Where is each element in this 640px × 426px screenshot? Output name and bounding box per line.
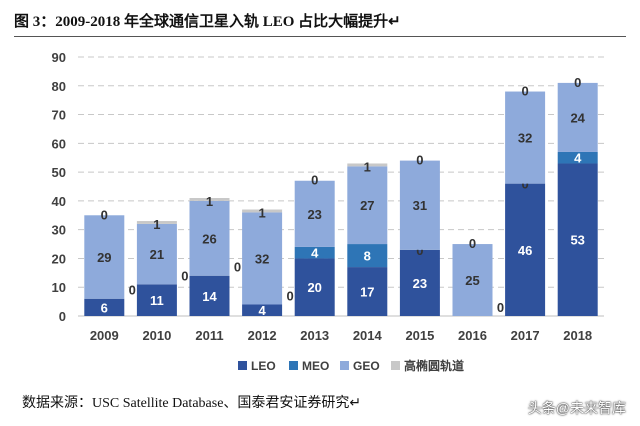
data-label: 0 — [416, 243, 423, 258]
data-label: 0 — [181, 268, 188, 283]
y-tick-label: 60 — [52, 136, 66, 151]
legend-swatch-GEO — [340, 361, 349, 370]
bar-MEO-2018 — [557, 151, 598, 164]
figure-title: 图 3：2009-2018 年全球通信卫星入轨 LEO 占比大幅提升↵ — [14, 14, 401, 30]
y-tick-label: 90 — [52, 50, 66, 65]
x-tick-label: 2013 — [300, 328, 329, 343]
data-label: 4 — [574, 151, 582, 166]
bar-高椭圆轨道-2014 — [347, 163, 388, 167]
y-tick-label: 40 — [52, 194, 66, 209]
data-label: 1 — [153, 217, 160, 232]
x-tick-label: 2009 — [90, 328, 119, 343]
bar-MEO-2014 — [347, 244, 388, 268]
bar-LEO-2011 — [189, 275, 230, 316]
data-label: 1 — [258, 206, 265, 221]
bar-MEO-2013 — [294, 246, 335, 259]
bar-LEO-2010 — [136, 284, 177, 316]
data-label: 0 — [574, 75, 581, 90]
data-label: 1 — [206, 194, 213, 209]
legend-label: GEO — [353, 359, 380, 373]
bar-GEO-2018 — [557, 82, 598, 152]
data-label: 0 — [234, 260, 241, 275]
data-label: 8 — [364, 249, 371, 264]
data-label: 31 — [413, 198, 427, 213]
data-label: 46 — [518, 243, 532, 258]
y-tick-label: 80 — [52, 79, 66, 94]
data-label: 23 — [413, 276, 427, 291]
data-label: 24 — [570, 110, 585, 125]
data-label: 0 — [521, 84, 528, 99]
legend-swatch-高椭圆轨道 — [391, 361, 400, 370]
data-label: 14 — [202, 289, 217, 304]
data-label: 11 — [150, 293, 164, 308]
y-tick-label: 70 — [52, 108, 66, 123]
data-label: 20 — [307, 280, 321, 295]
x-tick-label: 2015 — [405, 328, 434, 343]
bar-GEO-2010 — [136, 223, 177, 285]
legend-label: LEO — [251, 359, 276, 373]
title-divider — [14, 36, 626, 37]
bar-GEO-2016 — [452, 244, 493, 316]
data-label: 0 — [469, 236, 476, 251]
data-label: 0 — [521, 177, 528, 192]
legend-swatch-MEO — [289, 361, 298, 370]
data-label: 17 — [360, 285, 374, 300]
data-label: 1 — [364, 159, 371, 174]
bar-GEO-2012 — [242, 212, 283, 305]
bar-GEO-2015 — [399, 160, 440, 250]
data-label: 23 — [307, 207, 321, 222]
legend-label: MEO — [302, 359, 329, 373]
watermark: 头条@未来智库 — [527, 400, 626, 416]
data-label: 4 — [311, 246, 319, 261]
x-tick-label: 2010 — [142, 328, 171, 343]
data-label: 0 — [129, 283, 136, 298]
bar-GEO-2014 — [347, 166, 388, 245]
y-tick-label: 10 — [52, 280, 66, 295]
data-label: 25 — [465, 273, 479, 288]
data-label: 0 — [497, 300, 504, 315]
bar-LEO-2013 — [294, 258, 335, 316]
bar-高椭圆轨道-2012 — [242, 209, 283, 213]
x-tick-label: 2012 — [248, 328, 277, 343]
source-note: 数据来源：USC Satellite Database、国泰君安证券研究↵ — [22, 396, 362, 411]
x-tick-label: 2014 — [353, 328, 383, 343]
legend-label: 高椭圆轨道 — [404, 358, 464, 373]
y-tick-label: 50 — [52, 165, 66, 180]
bar-高椭圆轨道-2011 — [189, 198, 230, 201]
x-tick-label: 2018 — [563, 328, 592, 343]
data-label: 21 — [150, 247, 164, 262]
y-tick-label: 20 — [52, 251, 66, 266]
data-label: 4 — [258, 303, 266, 318]
x-tick-label: 2011 — [195, 328, 223, 343]
bar-LEO-2009 — [84, 298, 125, 316]
x-tick-label: 2017 — [511, 328, 540, 343]
data-label: 26 — [202, 231, 216, 246]
y-tick-label: 30 — [52, 223, 66, 238]
data-label: 6 — [101, 300, 108, 315]
legend-swatch-LEO — [238, 361, 247, 370]
bar-LEO-2012 — [242, 304, 283, 316]
data-label: 53 — [570, 233, 584, 248]
data-label: 29 — [97, 250, 111, 265]
data-label: 0 — [101, 207, 108, 222]
bar-GEO-2013 — [294, 180, 335, 247]
bar-GEO-2017 — [505, 91, 546, 184]
bar-LEO-2017 — [505, 183, 546, 316]
data-label: 0 — [286, 288, 293, 303]
data-label: 32 — [255, 251, 269, 266]
bar-GEO-2011 — [189, 200, 230, 276]
x-tick-label: 2016 — [458, 328, 487, 343]
data-label: 0 — [416, 153, 423, 168]
bar-GEO-2009 — [84, 215, 125, 299]
bar-LEO-2015 — [399, 249, 440, 316]
data-label: 32 — [518, 131, 532, 146]
data-label: 0 — [311, 173, 318, 188]
y-tick-label: 0 — [59, 309, 66, 324]
bar-LEO-2018 — [557, 163, 598, 316]
data-label: 27 — [360, 198, 374, 213]
bar-LEO-2014 — [347, 267, 388, 316]
bar-高椭圆轨道-2010 — [136, 221, 177, 224]
